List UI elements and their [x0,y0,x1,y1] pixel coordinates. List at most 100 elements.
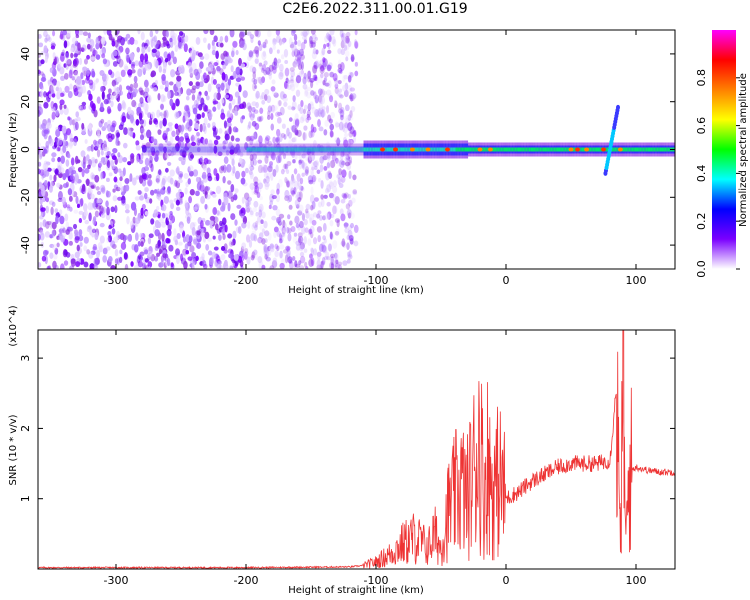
heatmap-cell [78,210,84,215]
heatmap-cell [298,159,303,164]
heatmap-cell [102,255,108,263]
heatmap-cell [251,106,256,113]
heatmap-cell [230,135,235,142]
heatmap-cell [290,186,294,196]
heatmap-cell [161,175,168,184]
heatmap-cell [260,219,264,225]
heatmap-band [319,147,322,152]
heatmap-cell [294,152,298,160]
heatmap-band [630,147,632,152]
heatmap-cell [39,212,44,218]
heatmap-cell [268,73,272,80]
heatmap-cell [276,136,281,146]
heatmap-cell [303,90,309,98]
heatmap-cell [316,259,321,268]
heatmap-cell [189,68,195,77]
heatmap-band [407,147,409,152]
heatmap-band [541,147,543,152]
heatmap-cell [202,164,207,171]
heatmap-band [613,147,615,152]
heatmap-cell [354,61,358,67]
heatmap-band [198,143,200,156]
heatmap-band [151,143,153,156]
heatmap-band [542,147,545,152]
heatmap-cell [334,257,339,267]
heatmap-cell [235,127,239,133]
heatmap-cell [330,111,336,119]
heatmap-band [468,147,470,152]
heatmap-band [599,147,601,152]
heatmap-cell [200,220,204,229]
heatmap-cell [182,248,187,256]
heatmap-cell [169,37,173,43]
heatmap-cell [317,77,323,84]
heatmap-cell [218,198,222,206]
heatmap-cell [38,33,42,39]
heatmap-band [418,147,420,152]
heatmap-cell [323,129,328,136]
heatmap-cell [170,50,175,59]
heatmap-cell [191,62,197,72]
heatmap-cell [136,46,140,53]
heatmap-cell [263,220,268,229]
heatmap-cell [263,178,267,184]
heatmap-cell [256,116,262,122]
heatmap-cell [47,265,52,269]
heatmap-cell [276,111,283,117]
heatmap-cell [249,113,255,121]
heatmap-cell [249,65,255,73]
heatmap-cell [161,212,166,219]
heatmap-band [299,147,302,152]
heatmap-cell [216,228,222,234]
heatmap-cell [161,74,166,81]
heatmap-band [230,146,233,153]
heatmap-cell [326,152,332,161]
heatmap-cell [150,70,157,77]
heatmap-cell [336,219,340,228]
heatmap-band [408,147,411,152]
heatmap-cell [317,119,321,128]
heatmap-cell [300,31,304,37]
heatmap-cell [40,59,45,65]
heatmap-cell [158,217,164,224]
heatmap-cell [50,76,54,83]
heatmap-cell [244,167,249,174]
heatmap-cell [185,122,191,130]
heatmap-cell [132,88,139,95]
heatmap-cell [267,69,273,76]
heatmap-cell [157,244,162,249]
heatmap-cell [311,40,317,45]
heatmap-cell [133,265,140,269]
heatmap-cell [328,118,333,124]
heatmap-band [622,147,625,152]
heatmap-cell [347,225,353,231]
heatmap-cell [188,68,192,74]
heatmap-band [347,147,350,152]
heatmap-cell [204,231,210,240]
heatmap-cell [249,207,253,213]
heatmap-cell [346,242,350,250]
heatmap-cell [91,158,97,168]
heatmap-cell [151,136,155,143]
heatmap-cell [258,232,264,240]
heatmap-cell [338,69,343,75]
heatmap-cell [66,128,72,136]
heatmap-cell [222,140,227,145]
heatmap-cell [299,186,305,193]
heatmap-cell [169,210,173,217]
heatmap-cell [105,189,109,198]
heatmap-cell [88,93,93,102]
heatmap-cell [140,127,145,133]
heatmap-cell [110,100,114,108]
heatmap-band [430,147,433,152]
heatmap-band [376,147,378,152]
heatmap-cell [122,142,128,149]
heatmap-cell [91,228,97,234]
heatmap-cell [286,252,291,260]
heatmap-band [441,147,444,152]
heatmap-band [638,147,640,152]
heatmap-cell [333,252,338,260]
heatmap-cell [221,71,226,81]
heatmap-cell [290,75,294,82]
heatmap-cell [90,56,96,61]
